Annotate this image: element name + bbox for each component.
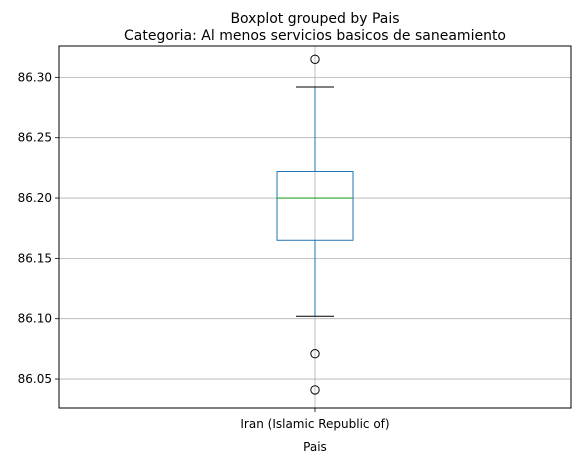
- y-tick-label: 86.20: [18, 191, 52, 205]
- outlier-point: [310, 349, 320, 359]
- y-tick-label: 86.25: [18, 131, 52, 145]
- x-axis-label: Pais: [303, 440, 327, 454]
- y-tick-label: 86.30: [18, 70, 52, 84]
- y-tick-label: 86.10: [18, 312, 52, 326]
- box-layer: [276, 54, 354, 395]
- plot-frame: [58, 45, 572, 409]
- outlier-point: [310, 54, 320, 64]
- y-tick-label: 86.15: [18, 251, 52, 265]
- chart-title: Categoria: Al menos servicios basicos de…: [124, 28, 506, 44]
- iqr-box: [276, 170, 354, 241]
- axis-ticks: 86.05 86.10 86.15 86.20 86.25 86.30 Iran (Isla…: [18, 70, 390, 431]
- y-tick-label: 86.05: [18, 372, 52, 386]
- outlier-point: [310, 385, 320, 395]
- chart-suptitle: Boxplot grouped by Pais: [230, 11, 399, 27]
- x-tick-label: Iran (Islamic Republic of): [240, 417, 389, 431]
